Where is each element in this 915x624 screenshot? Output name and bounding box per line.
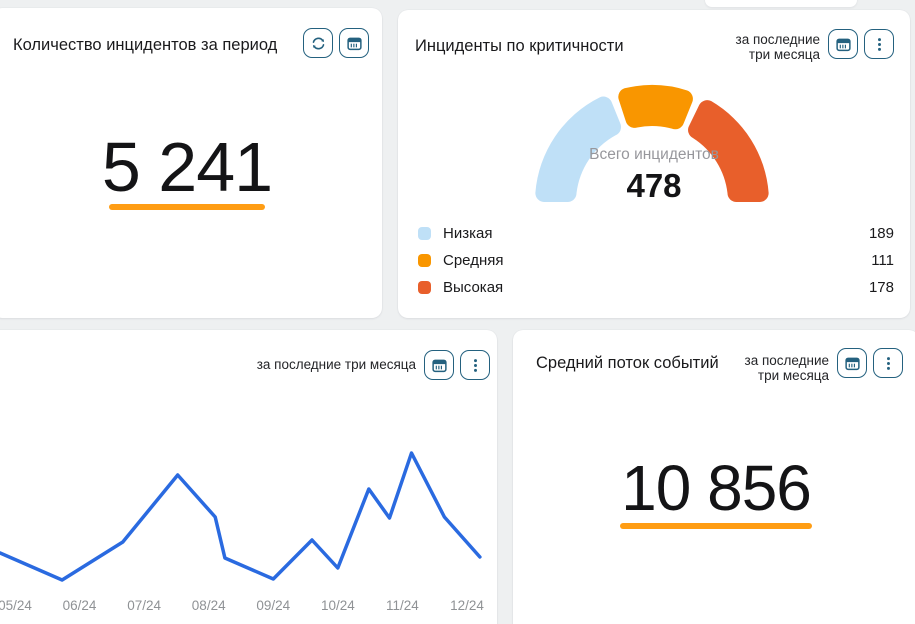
kebab-menu-button[interactable]	[864, 29, 894, 59]
card-avg-event-flow: Средний поток событий за последние три м…	[513, 330, 915, 624]
calendar-icon	[844, 357, 860, 370]
period-label: за последние три месяца	[744, 353, 830, 383]
x-tick-06/24: 06/24	[62, 598, 97, 613]
x-tick-08/24: 08/24	[191, 598, 226, 613]
legend-value: 189	[868, 225, 894, 242]
kebab-menu-button[interactable]	[460, 350, 490, 380]
severity-gauge-chart	[535, 84, 769, 203]
kebab-menu-button[interactable]	[873, 348, 903, 378]
card-events-line-chart: за последние три месяца	[0, 330, 497, 624]
avg-event-flow-value: 10 856	[621, 452, 812, 524]
legend-item-Высокая[interactable]: Высокая 178	[418, 274, 894, 301]
x-tick-10/24: 10/24	[320, 598, 355, 613]
gauge-segment-Средняя	[618, 84, 693, 130]
calendar-button[interactable]	[828, 29, 858, 59]
card-incident-count: Количество инцидентов за период	[0, 8, 382, 318]
card-title: Средний поток событий	[536, 354, 719, 372]
gauge-segment-Высокая	[688, 100, 769, 203]
legend-swatch	[418, 227, 431, 240]
kebab-menu-icon	[886, 356, 890, 370]
refresh-icon	[312, 37, 324, 49]
kebab-menu-icon	[877, 37, 881, 51]
refresh-button[interactable]	[303, 28, 333, 58]
x-tick-12/24: 12/24	[450, 598, 484, 613]
x-tick-07/24: 07/24	[127, 598, 162, 613]
calendar-button[interactable]	[837, 348, 867, 378]
legend-swatch	[418, 254, 431, 267]
gauge-center: Всего инцидентов 478	[534, 146, 774, 205]
legend-value: 111	[871, 252, 894, 269]
accent-underline	[109, 204, 265, 210]
card-title: Количество инцидентов за период	[13, 36, 278, 54]
period-label: за последние три месяца	[735, 32, 821, 62]
legend-item-Средняя[interactable]: Средняя 111	[418, 247, 894, 274]
x-tick-11/24: 11/24	[386, 598, 419, 613]
calendar-icon	[431, 359, 447, 372]
x-tick-09/24: 09/24	[256, 598, 291, 613]
legend-swatch	[418, 281, 431, 294]
kebab-menu-icon	[473, 358, 477, 372]
x-tick-05/24: 05/24	[0, 598, 32, 613]
partial-card-above	[705, 0, 857, 7]
card-incidents-by-criticality: Инциденты по критичности за последние тр…	[398, 10, 910, 318]
line-series	[0, 451, 482, 582]
gauge-segment-Низкая	[535, 96, 622, 203]
legend-label: Низкая	[443, 225, 493, 242]
events-line-chart	[0, 451, 482, 582]
legend-item-Низкая[interactable]: Низкая 189	[418, 220, 894, 247]
gauge-legend: Низкая 189 Средняя 111 Высокая 178	[418, 220, 894, 301]
calendar-icon	[346, 37, 362, 50]
legend-label: Высокая	[443, 279, 504, 296]
period-label: за последние три месяца	[256, 357, 416, 372]
calendar-button[interactable]	[339, 28, 369, 58]
incident-count-value: 5 241	[101, 128, 273, 206]
calendar-icon	[835, 38, 851, 51]
gauge-center-label: Всего инцидентов	[589, 146, 719, 163]
gauge-center-value: 478	[626, 167, 682, 204]
card-title: Инциденты по критичности	[415, 37, 624, 55]
accent-underline	[620, 523, 812, 529]
legend-label: Средняя	[443, 252, 504, 269]
legend-value: 178	[868, 279, 894, 296]
calendar-button[interactable]	[424, 350, 454, 380]
